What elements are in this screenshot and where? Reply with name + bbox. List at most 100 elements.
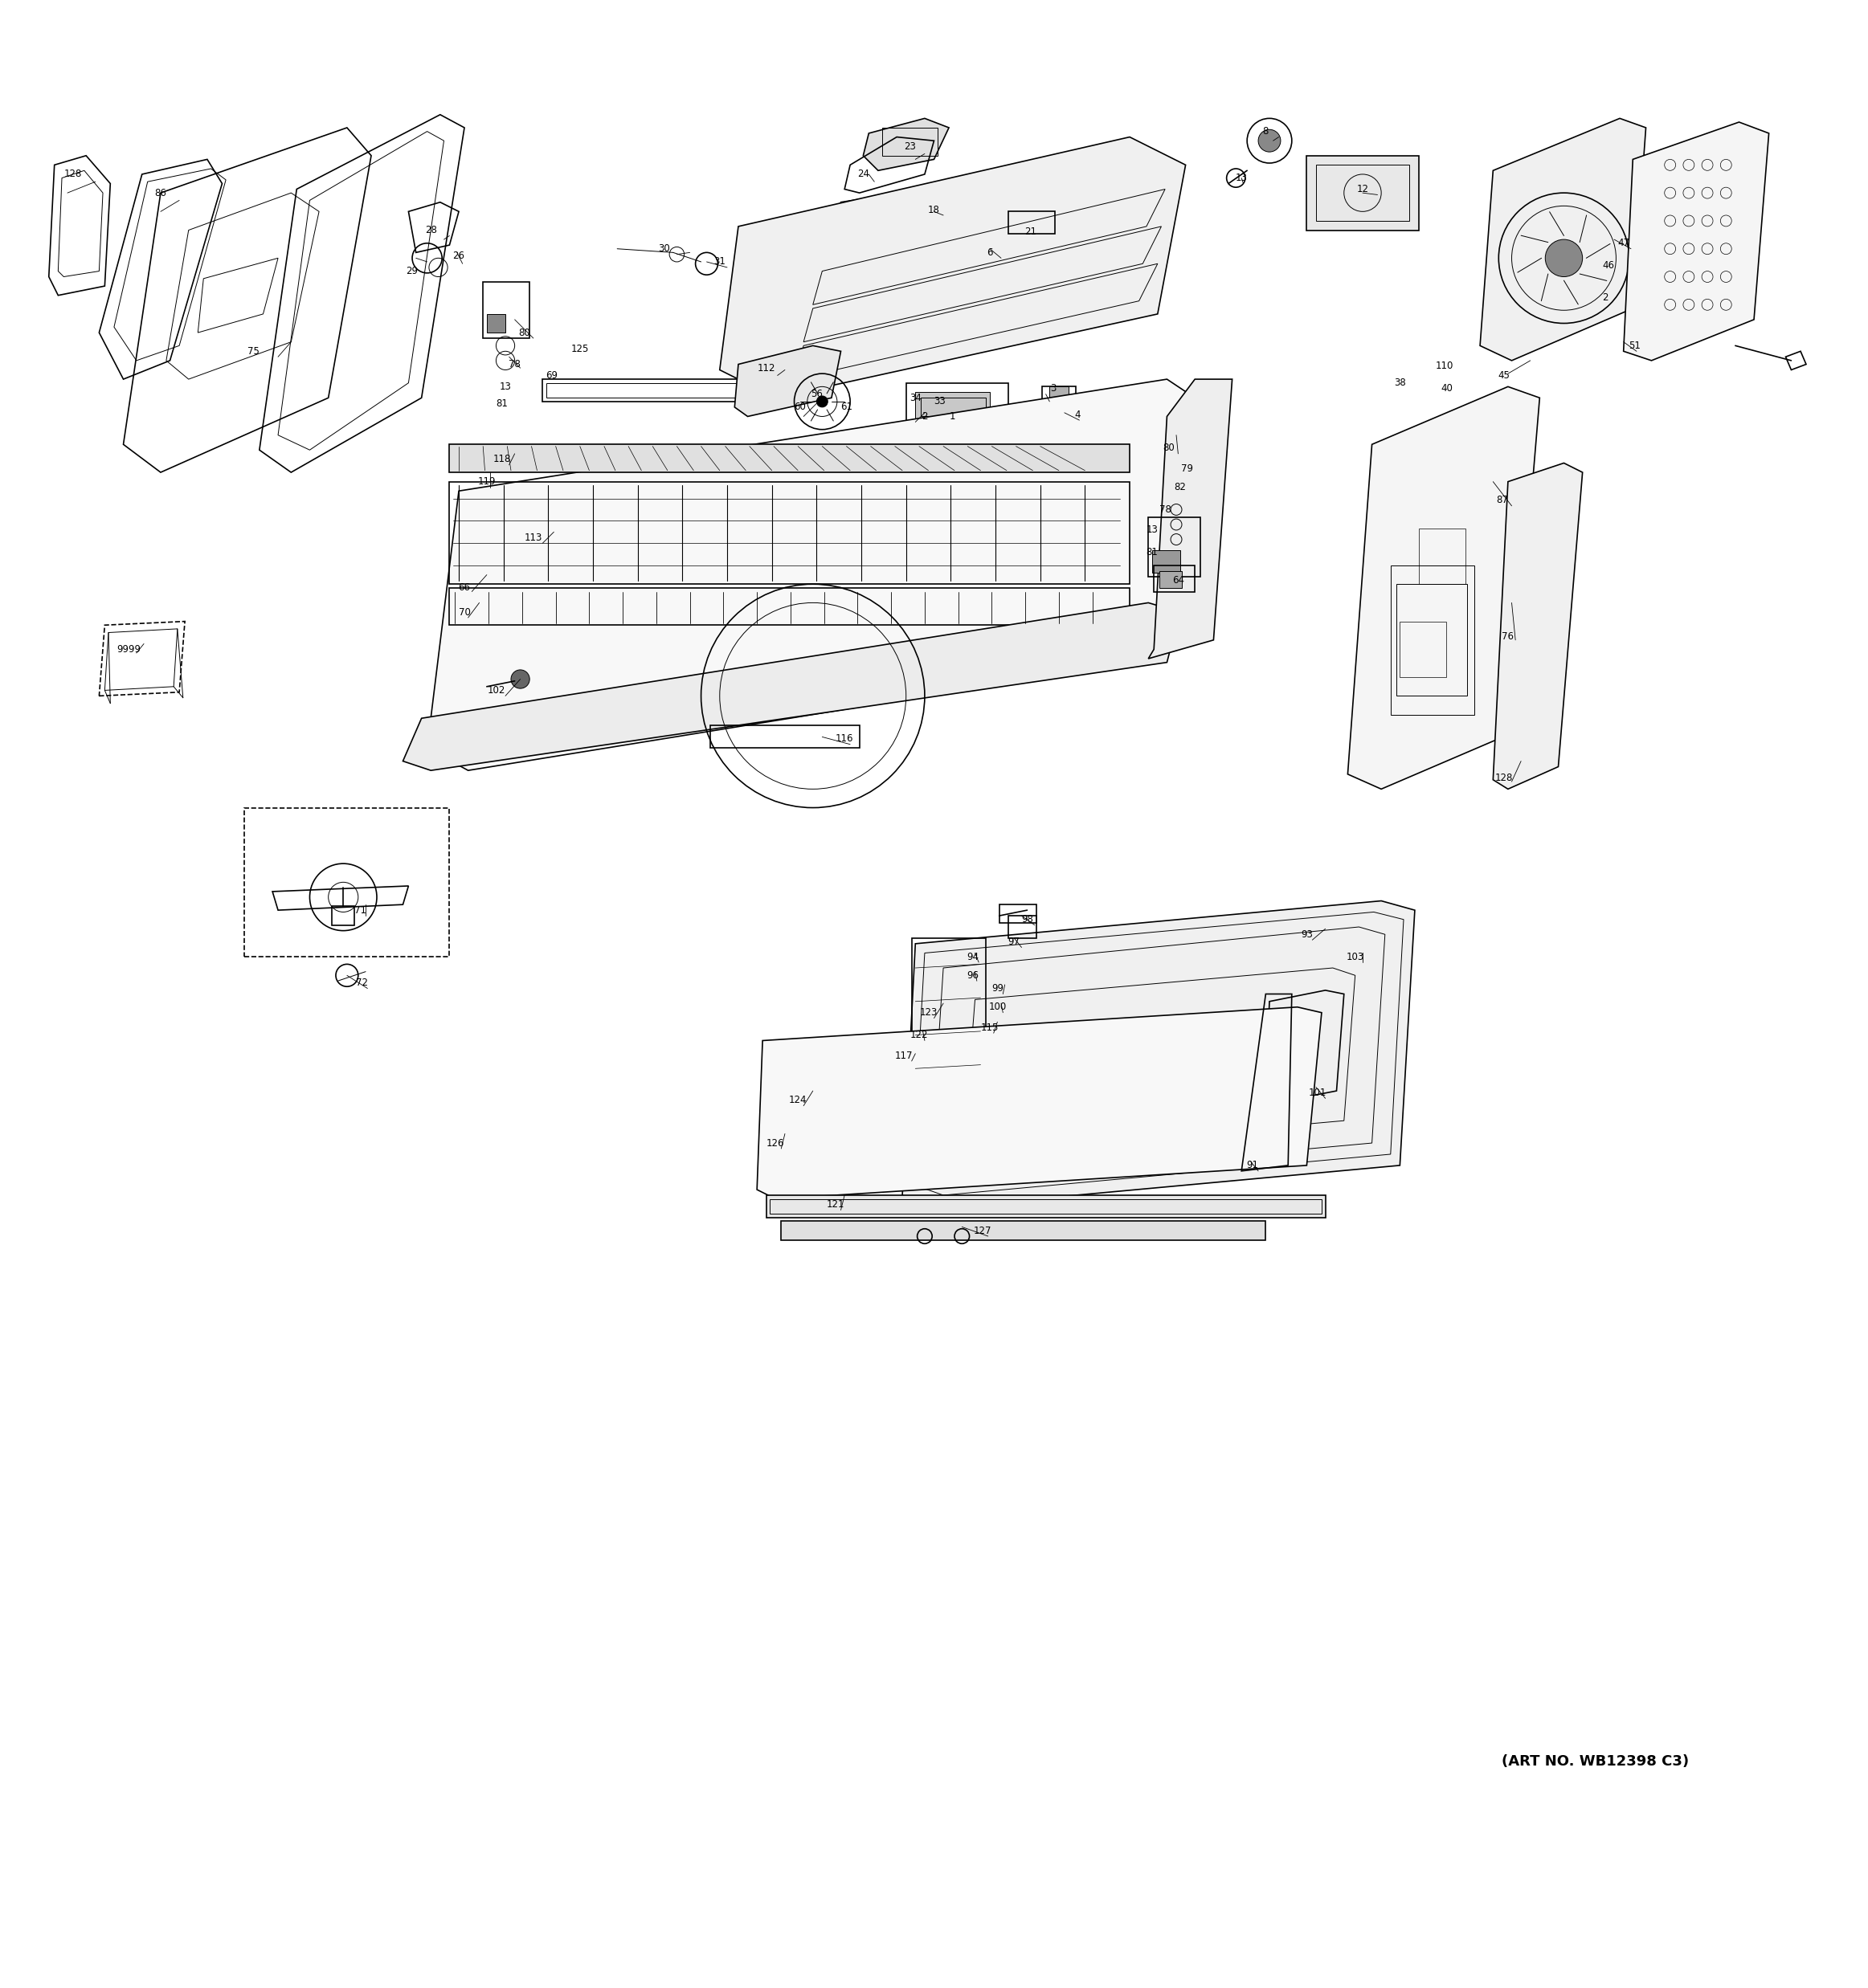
Bar [915, 392, 990, 419]
Text: 93: 93 [1300, 928, 1313, 940]
Bar [921, 398, 986, 415]
Text: 115: 115 [981, 1022, 999, 1032]
Text: 98: 98 [1022, 914, 1033, 924]
Bar [999, 905, 1037, 922]
Circle shape [512, 670, 531, 688]
Bar [1395, 584, 1466, 696]
Bar [878, 211, 1037, 235]
Text: 4: 4 [1074, 410, 1080, 419]
Text: 70: 70 [458, 606, 471, 618]
Text: 81: 81 [1147, 547, 1158, 559]
Text: 66: 66 [458, 582, 471, 592]
Text: 123: 123 [919, 1008, 938, 1018]
Text: 121: 121 [826, 1199, 844, 1211]
Text: 23: 23 [904, 141, 915, 151]
Bar [781, 1221, 1267, 1241]
Text: 100: 100 [988, 1002, 1007, 1012]
Text: 125: 125 [572, 344, 588, 354]
Bar [882, 127, 938, 155]
Text: 72: 72 [357, 978, 368, 988]
Text: 33: 33 [934, 396, 945, 408]
Text: 6: 6 [986, 247, 994, 258]
Text: 97: 97 [1009, 936, 1020, 946]
Text: 78: 78 [508, 360, 521, 370]
Text: 99: 99 [992, 984, 1003, 994]
Bar [1308, 155, 1418, 231]
Bar [333, 907, 355, 924]
Text: 61: 61 [841, 402, 852, 412]
Text: 127: 127 [973, 1225, 992, 1237]
Bar [770, 1199, 1323, 1215]
Text: 64: 64 [1171, 575, 1184, 586]
Polygon shape [1347, 386, 1539, 789]
Bar [1042, 386, 1076, 419]
Polygon shape [403, 602, 1181, 771]
Text: 31: 31 [714, 256, 725, 266]
Polygon shape [1149, 380, 1233, 658]
Text: 26: 26 [452, 250, 465, 262]
Text: 87: 87 [1496, 495, 1507, 505]
Polygon shape [428, 380, 1196, 771]
Bar [710, 726, 859, 747]
Polygon shape [719, 137, 1186, 398]
Text: 94: 94 [968, 952, 979, 962]
Bar [1390, 565, 1474, 714]
Text: 124: 124 [788, 1095, 807, 1105]
Text: 113: 113 [525, 533, 542, 543]
Bar [1399, 622, 1446, 678]
Polygon shape [837, 175, 1055, 239]
Polygon shape [1623, 121, 1769, 360]
Text: 60: 60 [794, 402, 805, 412]
Text: 38: 38 [1394, 378, 1407, 388]
Text: 51: 51 [1629, 340, 1640, 350]
Bar [1418, 529, 1465, 584]
Text: 9999: 9999 [118, 644, 140, 654]
Text: 30: 30 [658, 245, 671, 254]
Bar [1153, 551, 1181, 573]
Circle shape [816, 396, 828, 408]
Text: 128: 128 [1494, 773, 1513, 783]
Bar [1317, 165, 1408, 221]
Text: 82: 82 [1173, 481, 1186, 493]
Text: 96: 96 [968, 970, 979, 980]
Text: 75: 75 [248, 346, 260, 356]
Text: 102: 102 [488, 686, 504, 696]
Text: 21: 21 [1026, 227, 1037, 237]
Text: 126: 126 [766, 1137, 785, 1149]
Circle shape [1545, 239, 1582, 276]
Text: (ART NO. WB12398 C3): (ART NO. WB12398 C3) [1502, 1753, 1689, 1769]
Text: 81: 81 [495, 398, 508, 410]
Circle shape [1259, 129, 1281, 151]
Text: 76: 76 [1502, 630, 1513, 642]
Bar [544, 380, 785, 402]
Text: 86: 86 [155, 187, 166, 199]
Text: 80: 80 [517, 328, 531, 338]
Text: 45: 45 [1498, 370, 1509, 380]
Text: 110: 110 [1436, 362, 1453, 372]
Text: 40: 40 [1440, 384, 1453, 394]
Text: 91: 91 [1246, 1161, 1259, 1171]
Text: 80: 80 [1164, 443, 1175, 453]
Text: 78: 78 [1160, 505, 1171, 515]
Text: 8: 8 [1263, 125, 1268, 137]
Polygon shape [1479, 119, 1646, 360]
Polygon shape [734, 346, 841, 415]
Bar [545, 384, 781, 398]
Polygon shape [902, 901, 1414, 1209]
Text: 29: 29 [405, 266, 418, 276]
Text: 112: 112 [757, 362, 775, 374]
Text: 79: 79 [1181, 463, 1194, 473]
Bar [1149, 517, 1201, 577]
Text: 13: 13 [1147, 525, 1158, 535]
Text: 13: 13 [499, 382, 512, 392]
Text: 2: 2 [921, 412, 928, 421]
Bar [766, 1195, 1324, 1217]
Polygon shape [1493, 463, 1582, 789]
Text: 28: 28 [424, 225, 437, 235]
Text: 34: 34 [910, 392, 921, 404]
Bar [450, 445, 1130, 473]
Text: 1: 1 [949, 412, 956, 421]
Bar [912, 938, 986, 1087]
Bar [1160, 571, 1182, 588]
Text: 47: 47 [1618, 239, 1629, 248]
